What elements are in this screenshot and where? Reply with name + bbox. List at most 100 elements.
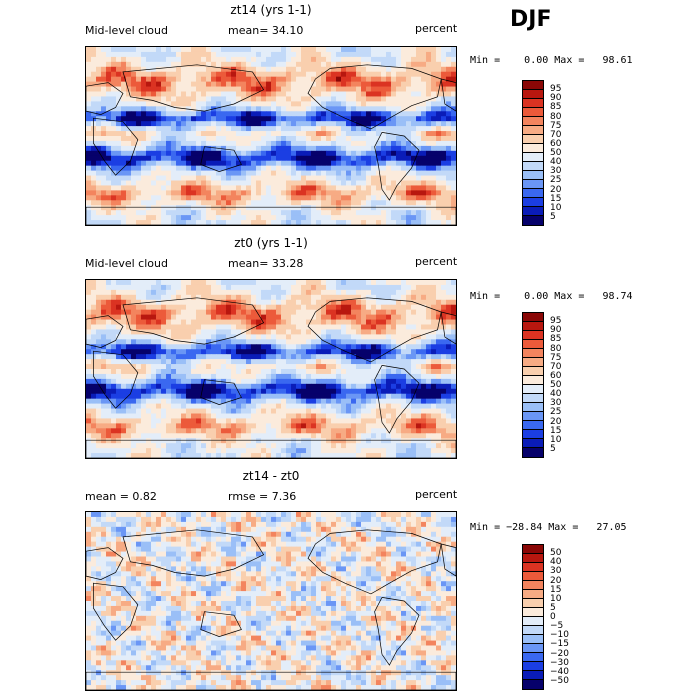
field-cell bbox=[446, 180, 452, 186]
field-cell bbox=[351, 205, 357, 211]
field-cell bbox=[136, 56, 142, 63]
field-cell bbox=[271, 423, 277, 429]
field-cell bbox=[351, 160, 357, 167]
field-cell bbox=[421, 91, 427, 97]
field-cell bbox=[91, 294, 97, 301]
field-cell bbox=[441, 140, 447, 147]
field-cell bbox=[96, 101, 102, 107]
field-cell bbox=[256, 96, 262, 102]
field-cell bbox=[436, 160, 442, 167]
field-cell bbox=[336, 364, 342, 370]
field-cell bbox=[121, 403, 127, 409]
field-cell bbox=[91, 56, 97, 63]
field-cell bbox=[211, 51, 217, 58]
field-cell bbox=[236, 398, 242, 405]
field-cell bbox=[266, 71, 272, 78]
field-cell bbox=[111, 408, 117, 414]
field-cell bbox=[356, 145, 362, 152]
field-cell bbox=[226, 111, 232, 117]
field-cell bbox=[96, 428, 102, 434]
field-cell bbox=[251, 205, 257, 211]
field-cell bbox=[91, 106, 97, 112]
field-cell bbox=[196, 314, 202, 320]
field-cell bbox=[86, 309, 92, 316]
field-cell bbox=[341, 126, 347, 132]
field-cell bbox=[96, 86, 102, 92]
field-cell bbox=[276, 413, 282, 419]
field-cell bbox=[381, 309, 387, 316]
field-cell bbox=[181, 76, 187, 83]
field-cell bbox=[126, 101, 132, 107]
field-cell bbox=[226, 86, 232, 92]
field-cell bbox=[296, 51, 302, 58]
field-cell bbox=[96, 329, 102, 335]
field-cell bbox=[226, 388, 232, 395]
field-cell bbox=[131, 47, 137, 53]
field-cell bbox=[171, 220, 177, 225]
field-cell bbox=[201, 86, 207, 92]
field-cell bbox=[131, 86, 137, 92]
field-cell bbox=[276, 71, 282, 78]
field-cell bbox=[426, 408, 432, 414]
field-cell bbox=[86, 106, 92, 112]
field-cell bbox=[291, 215, 297, 221]
field-cell bbox=[391, 220, 397, 225]
field-cell bbox=[416, 403, 422, 409]
field-cell bbox=[86, 165, 92, 172]
field-cell bbox=[301, 86, 307, 92]
mean-label: mean= 34.10 bbox=[228, 24, 304, 37]
field-cell bbox=[426, 378, 432, 385]
field-cell bbox=[126, 71, 132, 78]
field-cell bbox=[356, 47, 362, 53]
field-cell bbox=[296, 180, 302, 186]
field-cell bbox=[441, 51, 447, 58]
field-cell bbox=[116, 349, 122, 355]
field-cell bbox=[391, 71, 397, 78]
field-cell bbox=[351, 170, 357, 176]
field-cell bbox=[406, 304, 412, 311]
field-cell bbox=[451, 393, 456, 400]
field-cell bbox=[436, 81, 442, 87]
field-cell bbox=[326, 140, 332, 147]
field-cell bbox=[286, 388, 292, 395]
field-cell bbox=[301, 319, 307, 325]
field-cell bbox=[131, 121, 137, 127]
field-cell bbox=[106, 294, 112, 301]
field-cell bbox=[436, 369, 442, 375]
field-cell bbox=[171, 373, 177, 380]
field-cell bbox=[86, 428, 92, 434]
field-cell bbox=[251, 126, 257, 132]
field-cell bbox=[326, 106, 332, 112]
field-cell bbox=[431, 319, 437, 325]
field-cell bbox=[106, 369, 112, 375]
field-cell bbox=[216, 354, 222, 360]
field-cell bbox=[146, 413, 152, 419]
field-cell bbox=[261, 81, 267, 87]
field-cell bbox=[401, 220, 407, 225]
field-cell bbox=[271, 170, 277, 176]
field-cell bbox=[376, 408, 382, 414]
field-cell bbox=[91, 408, 97, 414]
field-cell bbox=[216, 364, 222, 370]
field-cell bbox=[286, 408, 292, 414]
field-cell bbox=[401, 51, 407, 58]
field-cell bbox=[361, 408, 367, 414]
field-cell bbox=[86, 145, 92, 152]
field-cell bbox=[346, 215, 352, 221]
field-cell bbox=[446, 418, 452, 424]
field-cell bbox=[281, 423, 287, 429]
field-cell bbox=[276, 61, 282, 68]
field-cell bbox=[356, 215, 362, 221]
field-cell bbox=[341, 71, 347, 78]
field-cell bbox=[366, 304, 372, 311]
field-cell bbox=[246, 101, 252, 107]
field-cell bbox=[386, 339, 392, 345]
field-cell bbox=[106, 344, 112, 350]
field-cell bbox=[321, 373, 327, 380]
field-cell bbox=[226, 126, 232, 132]
field-cell bbox=[316, 205, 322, 211]
field-cell bbox=[91, 398, 97, 405]
field-cell bbox=[296, 280, 302, 286]
field-cell bbox=[126, 61, 132, 68]
field-cell bbox=[321, 413, 327, 419]
